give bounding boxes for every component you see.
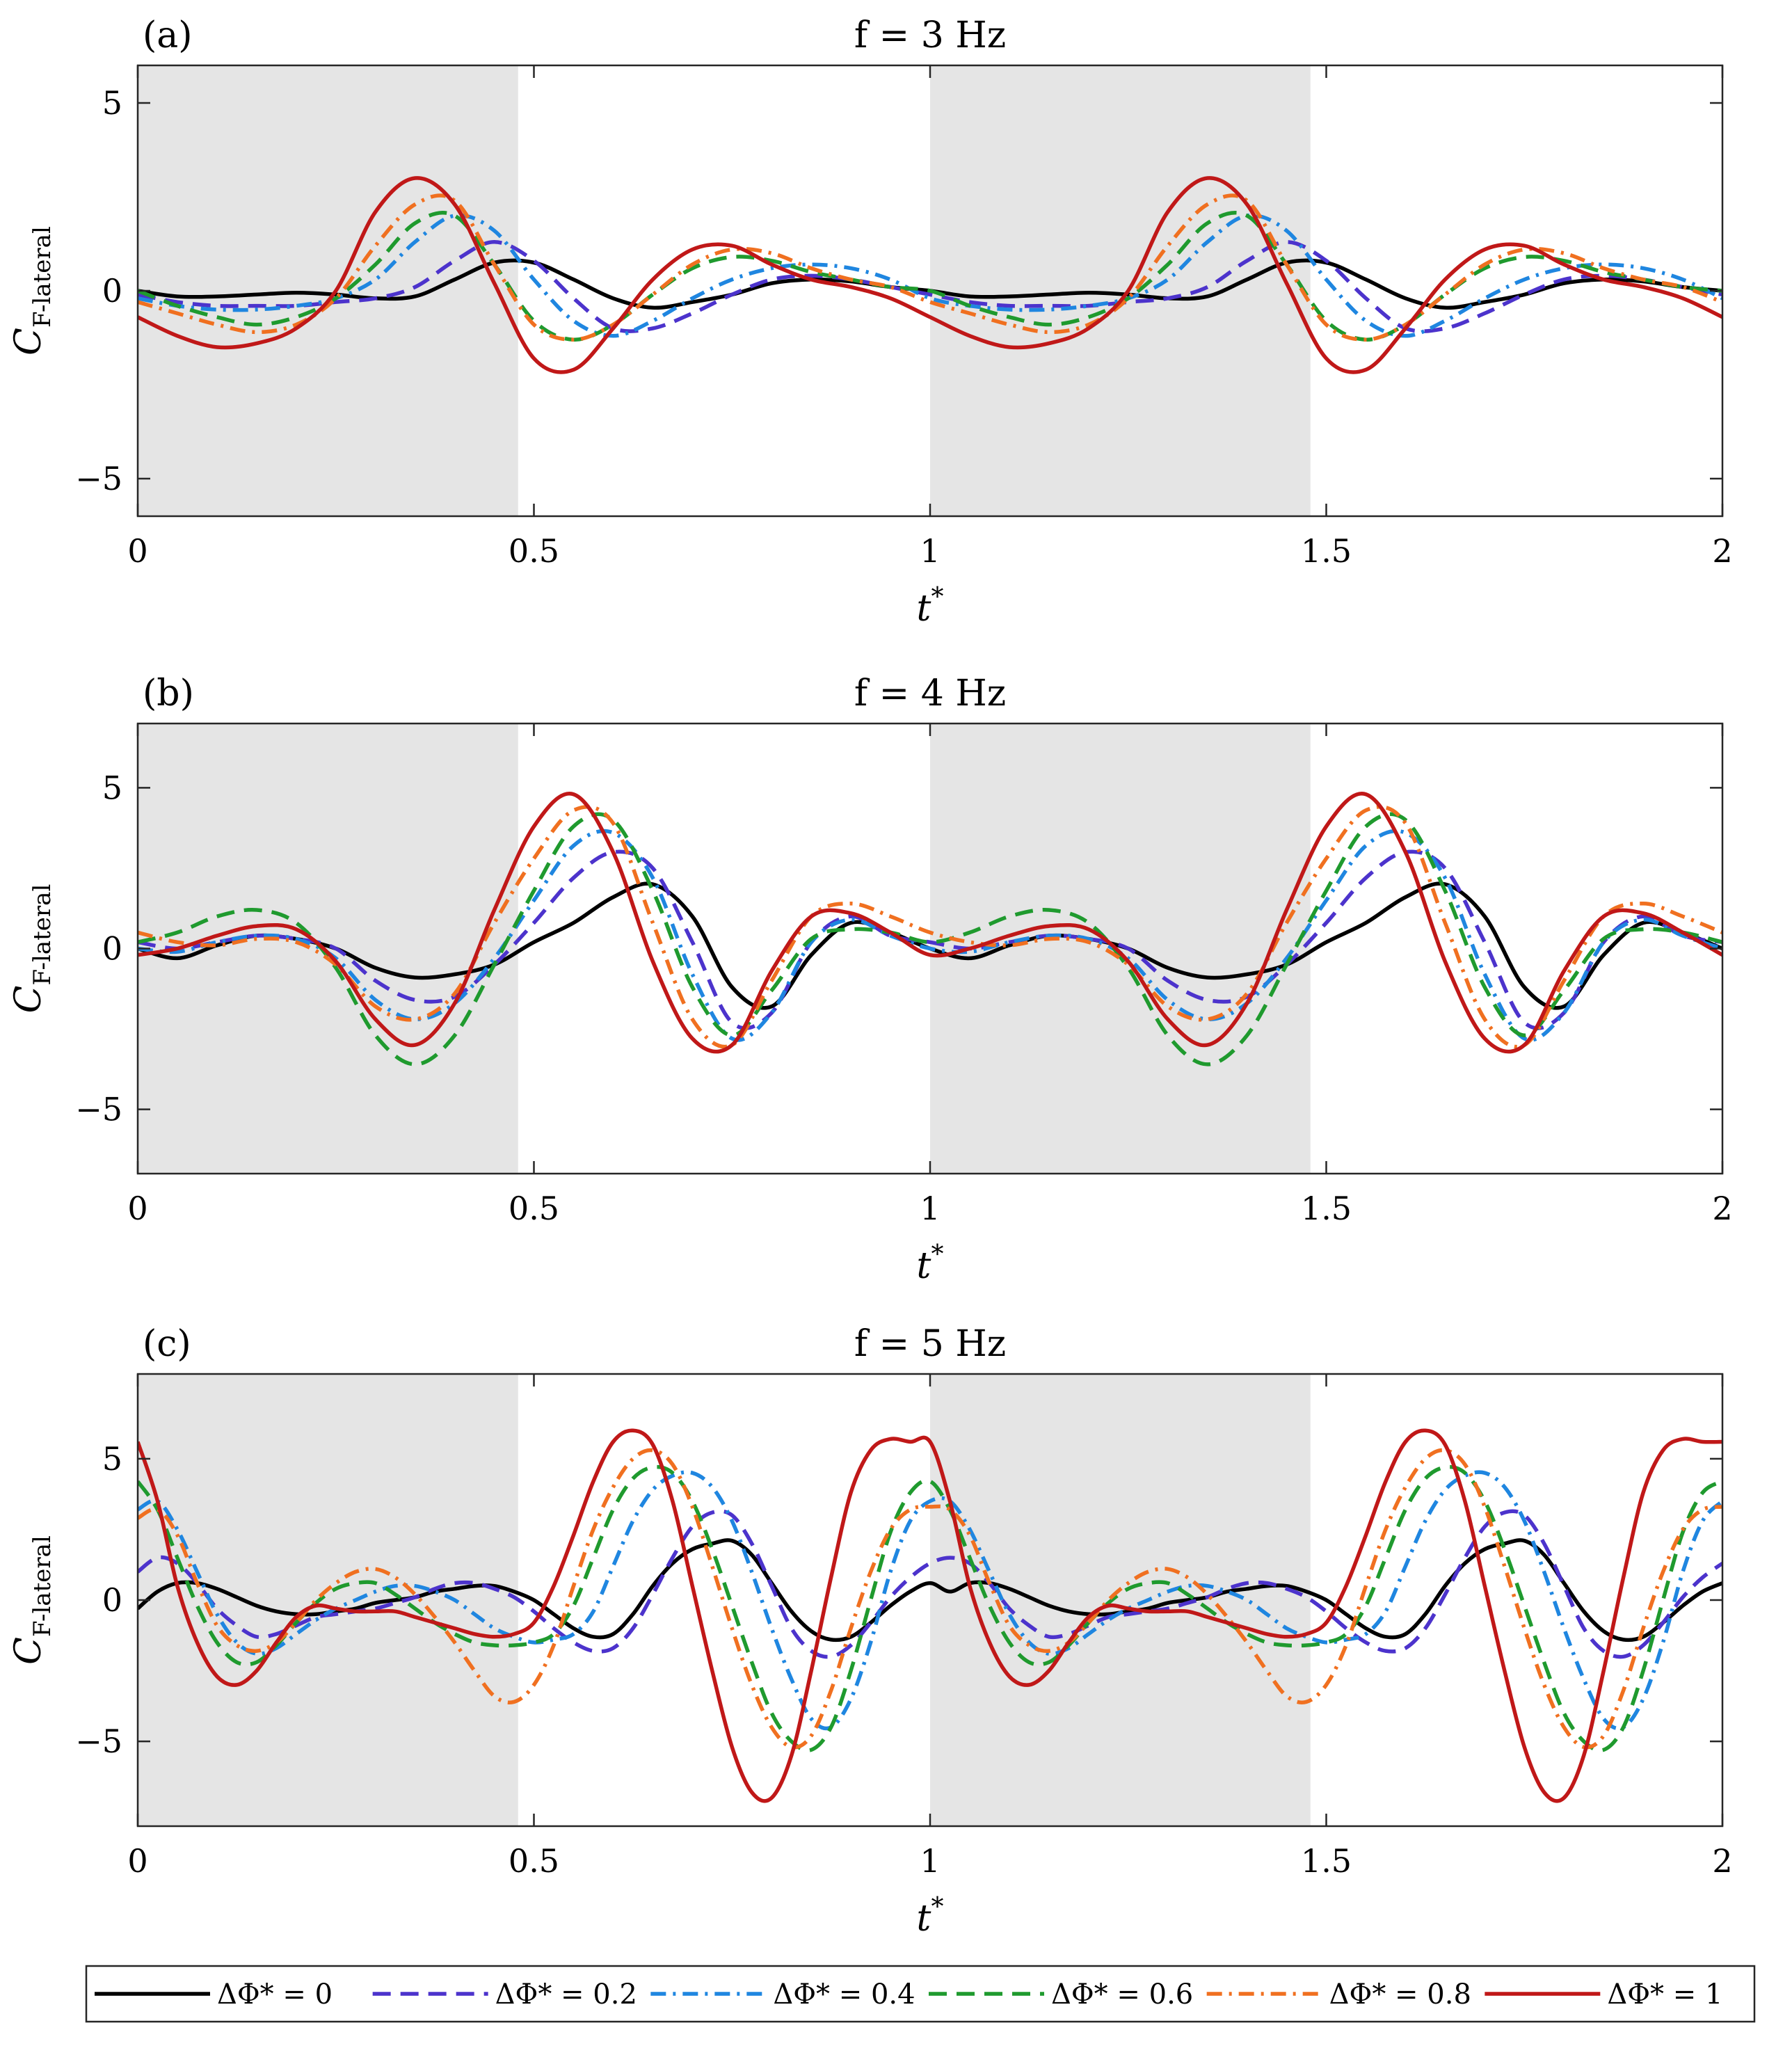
legend: ΔΦ* = 0 ΔΦ* = 0.2 ΔΦ* = 0.4 ΔΦ* = 0.6 ΔΦ* = …	[85, 1965, 1756, 2023]
shaded-region	[138, 65, 518, 516]
x-tick-label: 1	[920, 1190, 940, 1227]
x-tick-label: 0	[127, 1190, 147, 1227]
legend-label-1: ΔΦ* = 0	[217, 1979, 333, 2011]
shaded-region	[930, 65, 1311, 516]
x-tick-label: 2	[1712, 1190, 1732, 1227]
x-axis-label: t*	[917, 583, 944, 630]
series-group	[138, 176, 1722, 374]
x-tick-label: 1	[920, 532, 940, 570]
x-tick-label: 1.5	[1301, 1190, 1352, 1227]
x-axis-label-base: t	[917, 1898, 931, 1940]
series-line-2	[138, 1509, 1722, 1659]
chart-panel-3: 0 0.5 1 1.5 2 −5 0 5 (c) f = 5 Hz t* CF-lateral	[8, 1323, 1733, 1940]
series-line-5	[138, 1448, 1722, 1750]
chart-panel-2: 0 0.5 1 1.5 2 −5 0 5 (b) f = 4 Hz t* CF-lateral	[8, 673, 1733, 1287]
series-line-6	[138, 1428, 1722, 1803]
x-axis-label: t*	[917, 1893, 944, 1940]
series-line-2	[138, 240, 1722, 333]
chart-title: f = 3 Hz	[854, 15, 1006, 56]
legend-box	[85, 1965, 1756, 2023]
panel-letter: (b)	[143, 673, 194, 714]
legend-label-3: ΔΦ* = 0.4	[773, 1979, 915, 2011]
series-line-4	[138, 812, 1722, 1066]
series-line-3	[138, 1470, 1722, 1731]
panel-letter: (c)	[143, 1323, 191, 1365]
chart-title: f = 5 Hz	[854, 1323, 1006, 1365]
x-axis-label-base: t	[917, 588, 931, 630]
y-axis-label: CF-lateral	[8, 884, 56, 1014]
x-tick-label: 1.5	[1301, 532, 1352, 570]
y-axis-label-base: C	[8, 1637, 49, 1665]
y-axis-label-base: C	[8, 986, 49, 1014]
x-axis-label-sup: *	[931, 583, 943, 612]
series-line-5	[138, 805, 1722, 1049]
x-tick-label: 1	[920, 1842, 940, 1880]
x-axis-label-sup: *	[931, 1893, 943, 1921]
legend-label-5: ΔΦ* = 0.8	[1329, 1979, 1471, 2011]
y-axis-label-sub: F-lateral	[29, 226, 56, 328]
y-axis-label: CF-lateral	[8, 226, 56, 355]
series-line-2	[138, 849, 1722, 1030]
legend-label-6: ΔΦ* = 1	[1607, 1979, 1722, 2011]
series-line-4	[138, 211, 1722, 342]
x-tick-label: 0.5	[509, 532, 559, 570]
x-tick-label: 2	[1712, 1842, 1732, 1880]
panel-letter: (a)	[143, 15, 193, 56]
y-tick-label: 5	[102, 1440, 122, 1478]
series-line-6	[138, 792, 1722, 1054]
x-axis-label-base: t	[917, 1245, 931, 1287]
chart-panel-1: 0 0.5 1 1.5 2−505(a) f = 3 Hzt*CF-lateral	[8, 15, 1733, 630]
x-axis-label: t*	[917, 1240, 944, 1287]
y-tick-label: −5	[75, 460, 122, 497]
y-tick-label: 0	[102, 1581, 122, 1619]
y-tick-label: 5	[102, 769, 122, 806]
shaded-region	[930, 724, 1311, 1174]
shaded-region	[138, 724, 518, 1174]
shaded-region	[930, 1374, 1311, 1826]
y-axis-label: CF-lateral	[8, 1535, 56, 1665]
x-tick-label: 0	[127, 532, 147, 570]
y-axis-label-base: C	[8, 328, 49, 355]
series-line-3	[138, 213, 1722, 338]
y-tick-label: −5	[75, 1091, 122, 1128]
series-group	[138, 792, 1722, 1066]
y-axis-label-sub: F-lateral	[29, 1535, 56, 1637]
shaded-region	[138, 1374, 518, 1826]
y-tick-label: 0	[102, 272, 122, 310]
x-tick-label: 0.5	[509, 1190, 559, 1227]
x-axis-label-sup: *	[931, 1240, 943, 1269]
x-tick-label: 0	[127, 1842, 147, 1880]
y-tick-label: 5	[102, 84, 122, 122]
series-line-5	[138, 193, 1722, 342]
x-tick-label: 1.5	[1301, 1842, 1352, 1880]
y-axis-label-sub: F-lateral	[29, 884, 56, 986]
series-line-6	[138, 176, 1722, 374]
legend-label-2: ΔΦ* = 0.2	[495, 1979, 637, 2011]
y-tick-label: 0	[102, 930, 122, 968]
chart-title: f = 4 Hz	[854, 673, 1006, 714]
legend-label-4: ΔΦ* = 0.6	[1051, 1979, 1193, 2011]
y-tick-label: −5	[75, 1723, 122, 1760]
x-tick-label: 0.5	[509, 1842, 559, 1880]
x-tick-label: 2	[1712, 532, 1732, 570]
series-group	[138, 1428, 1722, 1803]
